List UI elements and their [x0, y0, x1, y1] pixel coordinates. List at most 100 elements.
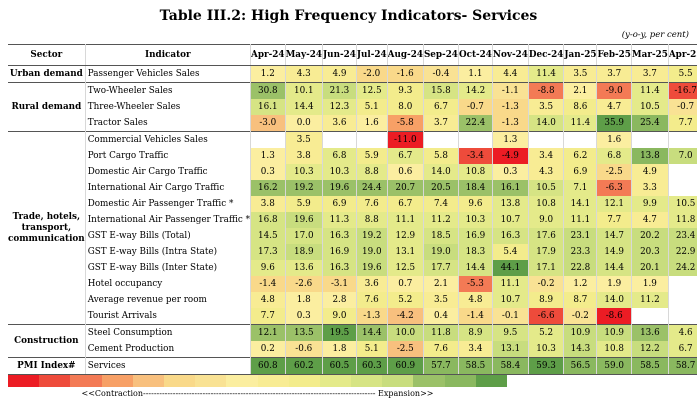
value-cell: -6.3: [596, 180, 632, 196]
value-cell: 0.6: [387, 164, 424, 180]
value-cell: 14.1: [563, 196, 598, 212]
legend-swatch: [319, 375, 352, 387]
value-cell: -1.4: [458, 308, 493, 325]
value-cell: 13.8: [631, 148, 669, 164]
indicator-label: GST E-way Bills (Total): [85, 228, 252, 244]
value-cell: -16.7: [668, 82, 697, 99]
value-cell: 19.0: [423, 244, 459, 260]
value-cell: 20.3: [631, 244, 669, 260]
legend-swatch: [132, 375, 164, 387]
table-row: Trade, hotels, transport, communication C…: [8, 131, 697, 325]
value-cell: 18.9: [285, 244, 324, 260]
indicator-label: Services: [85, 357, 252, 375]
value-cell: 13.6: [285, 260, 324, 276]
value-cell: 16.3: [492, 228, 529, 244]
value-cell: 9.6: [250, 260, 286, 276]
value-cell: [458, 131, 493, 148]
value-cell: 8.0: [387, 99, 424, 115]
table-row: Tractor Sales -3.0 0.0 3.6 1.6 -5.8 3.7 22.4 -1.…: [8, 115, 697, 132]
value-cell: 7.7: [250, 308, 286, 325]
value-cell: [423, 131, 459, 148]
value-cell: 44.1: [492, 260, 529, 276]
color-scale-legend: [8, 375, 507, 387]
value-cell: 14.4: [356, 324, 388, 341]
month-header: Mar-25: [631, 44, 669, 66]
value-cell: 13.8: [492, 196, 529, 212]
value-cell: 16.3: [322, 260, 357, 276]
value-cell: 5.9: [285, 196, 324, 212]
value-cell: 10.9: [596, 324, 632, 341]
value-cell: 9.9: [631, 196, 669, 212]
value-cell: 6.8: [596, 148, 632, 164]
table-row: GST E-way Bills (Inter State) 9.6 13.6 16.3…: [8, 260, 697, 276]
value-cell: 6.7: [387, 148, 424, 164]
table-row: Construction Steel Consumption 12.1 13.5 19.…: [8, 324, 697, 358]
header-row: Sector Indicator Apr-24 May-24 Jun-24 Ju…: [8, 44, 697, 66]
value-cell: 4.7: [631, 212, 669, 228]
indicator-label: International Air Cargo Traffic: [85, 180, 252, 196]
value-cell: 11.4: [528, 65, 565, 83]
value-cell: 14.9: [596, 244, 632, 260]
value-cell: 2.1: [563, 82, 598, 99]
value-cell: -4.2: [387, 308, 424, 325]
value-cell: -8.8: [528, 82, 565, 99]
value-cell: 6.7: [423, 99, 459, 115]
value-cell: 19.6: [285, 212, 324, 228]
value-cell: 4.6: [668, 324, 697, 341]
value-cell: 22.4: [458, 115, 493, 132]
table-row: GST E-way Bills (Total) 14.5 17.0 16.3 19.2 1…: [8, 228, 697, 244]
value-cell: 13.1: [387, 244, 424, 260]
value-cell: 19.2: [285, 180, 324, 196]
value-cell: -0.1: [492, 308, 529, 325]
value-cell: 11.1: [387, 212, 424, 228]
legend-swatch: [444, 375, 476, 387]
sector-label: PMI Index#: [8, 357, 86, 375]
value-cell: 6.8: [322, 148, 357, 164]
value-cell: 5.1: [356, 99, 388, 115]
value-cell: [668, 180, 697, 196]
value-cell: 59.0: [596, 357, 632, 375]
value-cell: 11.2: [423, 212, 459, 228]
value-cell: 1.6: [596, 131, 632, 148]
value-cell: 58.5: [458, 357, 493, 375]
value-cell: 4.9: [322, 65, 357, 83]
value-cell: 10.8: [458, 164, 493, 180]
value-cell: 19.2: [356, 228, 388, 244]
value-cell: 60.8: [250, 357, 286, 375]
indicator-label: Hotel occupancy: [85, 276, 252, 292]
value-cell: 14.0: [596, 292, 632, 308]
value-cell: 0.2: [250, 341, 286, 358]
value-cell: 9.5: [492, 324, 529, 341]
legend-swatch: [475, 375, 507, 387]
value-cell: 4.9: [631, 164, 669, 180]
value-cell: [668, 276, 697, 292]
value-cell: 22.8: [563, 260, 598, 276]
value-cell: 4.8: [458, 292, 493, 308]
value-cell: [250, 131, 286, 148]
value-cell: 60.3: [356, 357, 388, 375]
value-cell: 4.3: [528, 164, 565, 180]
value-cell: -0.6: [285, 341, 324, 358]
legend-swatch: [413, 375, 445, 387]
value-cell: 1.9: [631, 276, 669, 292]
value-cell: 10.0: [387, 324, 424, 341]
value-cell: 12.1: [596, 196, 632, 212]
value-cell: 7.4: [423, 196, 459, 212]
value-cell: 14.2: [458, 82, 493, 99]
value-cell: 15.8: [423, 82, 459, 99]
value-cell: 7.7: [596, 212, 632, 228]
value-cell: 11.1: [492, 276, 529, 292]
value-cell: [322, 131, 357, 148]
value-cell: 14.7: [596, 228, 632, 244]
value-cell: 0.3: [250, 164, 286, 180]
value-cell: 13.1: [492, 341, 529, 358]
unit-note: (y-o-y, per cent): [621, 30, 689, 40]
table-row: Average revenue per room 4.8 1.8 2.8 7.6 5.2 3…: [8, 292, 697, 308]
indicator-label: Commercial Vehicles Sales: [85, 131, 252, 148]
value-cell: -2.5: [596, 164, 632, 180]
month-header: Jun-24: [322, 44, 357, 66]
value-cell: 1.1: [458, 65, 493, 83]
value-cell: [356, 131, 388, 148]
value-cell: 1.3: [250, 148, 286, 164]
indicator-label: Tractor Sales: [85, 115, 252, 132]
